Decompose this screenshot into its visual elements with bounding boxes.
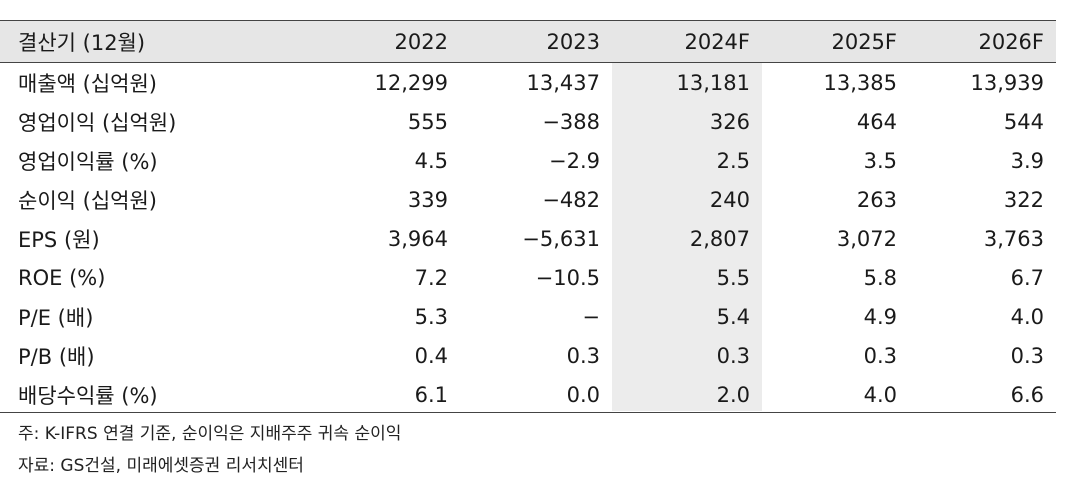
table-row: P/B (배) 0.4 0.3 0.3 0.3 0.3 <box>0 336 1056 375</box>
header-year: 2025F <box>831 29 897 54</box>
table-cell: 5.5 <box>716 265 750 290</box>
row-label: EPS (원) <box>18 227 100 252</box>
table-cell: 322 <box>1003 187 1044 212</box>
table-cell: 0.3 <box>1010 343 1044 368</box>
table-cell: 240 <box>709 187 750 212</box>
row-label: 매출액 (십억원) <box>18 71 157 96</box>
table-row: 배당수익률 (%) 6.1 0.0 2.0 4.0 6.6 <box>0 375 1056 414</box>
table-row: ROE (%) 7.2 −10.5 5.5 5.8 6.7 <box>0 258 1056 297</box>
table-cell: 3,763 <box>983 226 1044 251</box>
table-cell: 339 <box>407 187 448 212</box>
table-cell: −2.9 <box>549 148 600 173</box>
header-label: 결산기 (12월) <box>18 30 146 55</box>
table-bottom-rule <box>0 412 1056 413</box>
source-note: 자료: GS건설, 미래에셋증권 리서치센터 <box>18 456 304 476</box>
table-cell: 5.8 <box>863 265 897 290</box>
table-row: EPS (원) 3,964 −5,631 2,807 3,072 3,763 <box>0 219 1056 258</box>
table-cell: 464 <box>856 109 897 134</box>
table-cell: −10.5 <box>535 265 600 290</box>
header-year: 2026F <box>978 29 1044 54</box>
header-year: 2023 <box>546 29 600 54</box>
table-cell: 0.0 <box>566 382 600 407</box>
forecast-column-highlight <box>612 20 762 411</box>
table-cell: 0.3 <box>566 343 600 368</box>
table-cell: 544 <box>1003 109 1044 134</box>
table-cell: 0.3 <box>716 343 750 368</box>
table-cell: 0.3 <box>863 343 897 368</box>
table-cell: 4.5 <box>414 148 448 173</box>
table-cell: 2,807 <box>689 226 750 251</box>
table-cell: 2.0 <box>716 382 750 407</box>
table-cell: 13,181 <box>676 70 750 95</box>
table-cell: −5,631 <box>522 226 600 251</box>
financial-summary-table: 결산기 (12월) 2022 2023 2024F 2025F 2026F 매출… <box>0 20 1056 414</box>
table-cell: 3,072 <box>836 226 897 251</box>
table-cell: 6.7 <box>1010 265 1044 290</box>
table-row: 영업이익률 (%) 4.5 −2.9 2.5 3.5 3.9 <box>0 141 1056 180</box>
table-cell: 3,964 <box>387 226 448 251</box>
table-cell: 13,939 <box>970 70 1044 95</box>
table-cell: 263 <box>856 187 897 212</box>
table-cell: − <box>582 304 600 329</box>
table-cell: 0.4 <box>414 343 448 368</box>
row-label: ROE (%) <box>18 265 106 290</box>
table-cell: −388 <box>542 109 600 134</box>
table-cell: 2.5 <box>716 148 750 173</box>
table-cell: 12,299 <box>374 70 448 95</box>
table-cell: 4.0 <box>863 382 897 407</box>
table-row: 순이익 (십억원) 339 −482 240 263 322 <box>0 180 1056 219</box>
table-cell: 326 <box>709 109 750 134</box>
table-cell: 6.6 <box>1010 382 1044 407</box>
table-cell: 4.0 <box>1010 304 1044 329</box>
table-cell: 6.1 <box>414 382 448 407</box>
table-cell: 3.9 <box>1010 148 1044 173</box>
row-label: 영업이익률 (%) <box>18 149 158 174</box>
table-cell: −482 <box>542 187 600 212</box>
table-cell: 5.4 <box>716 304 750 329</box>
header-year: 2022 <box>394 29 448 54</box>
header-year: 2024F <box>684 29 750 54</box>
table-cell: 13,437 <box>526 70 600 95</box>
table-cell: 13,385 <box>823 70 897 95</box>
table-row: 매출액 (십억원) 12,299 13,437 13,181 13,385 13… <box>0 63 1056 102</box>
table-header-row: 결산기 (12월) 2022 2023 2024F 2025F 2026F <box>0 20 1056 63</box>
table-cell: 7.2 <box>414 265 448 290</box>
row-label: P/E (배) <box>18 305 94 330</box>
table-cell: 4.9 <box>863 304 897 329</box>
table-cell: 3.5 <box>863 148 897 173</box>
table-cell: 555 <box>407 109 448 134</box>
table-cell: 5.3 <box>414 304 448 329</box>
row-label: 배당수익률 (%) <box>18 383 158 408</box>
table-row: 영업이익 (십억원) 555 −388 326 464 544 <box>0 102 1056 141</box>
row-label: 영업이익 (십억원) <box>18 110 177 135</box>
table-row: P/E (배) 5.3 − 5.4 4.9 4.0 <box>0 297 1056 336</box>
row-label: 순이익 (십억원) <box>18 188 157 213</box>
row-label: P/B (배) <box>18 344 95 369</box>
table-footnote: 주: K-IFRS 연결 기준, 순이익은 지배주주 귀속 순이익 <box>18 424 402 444</box>
